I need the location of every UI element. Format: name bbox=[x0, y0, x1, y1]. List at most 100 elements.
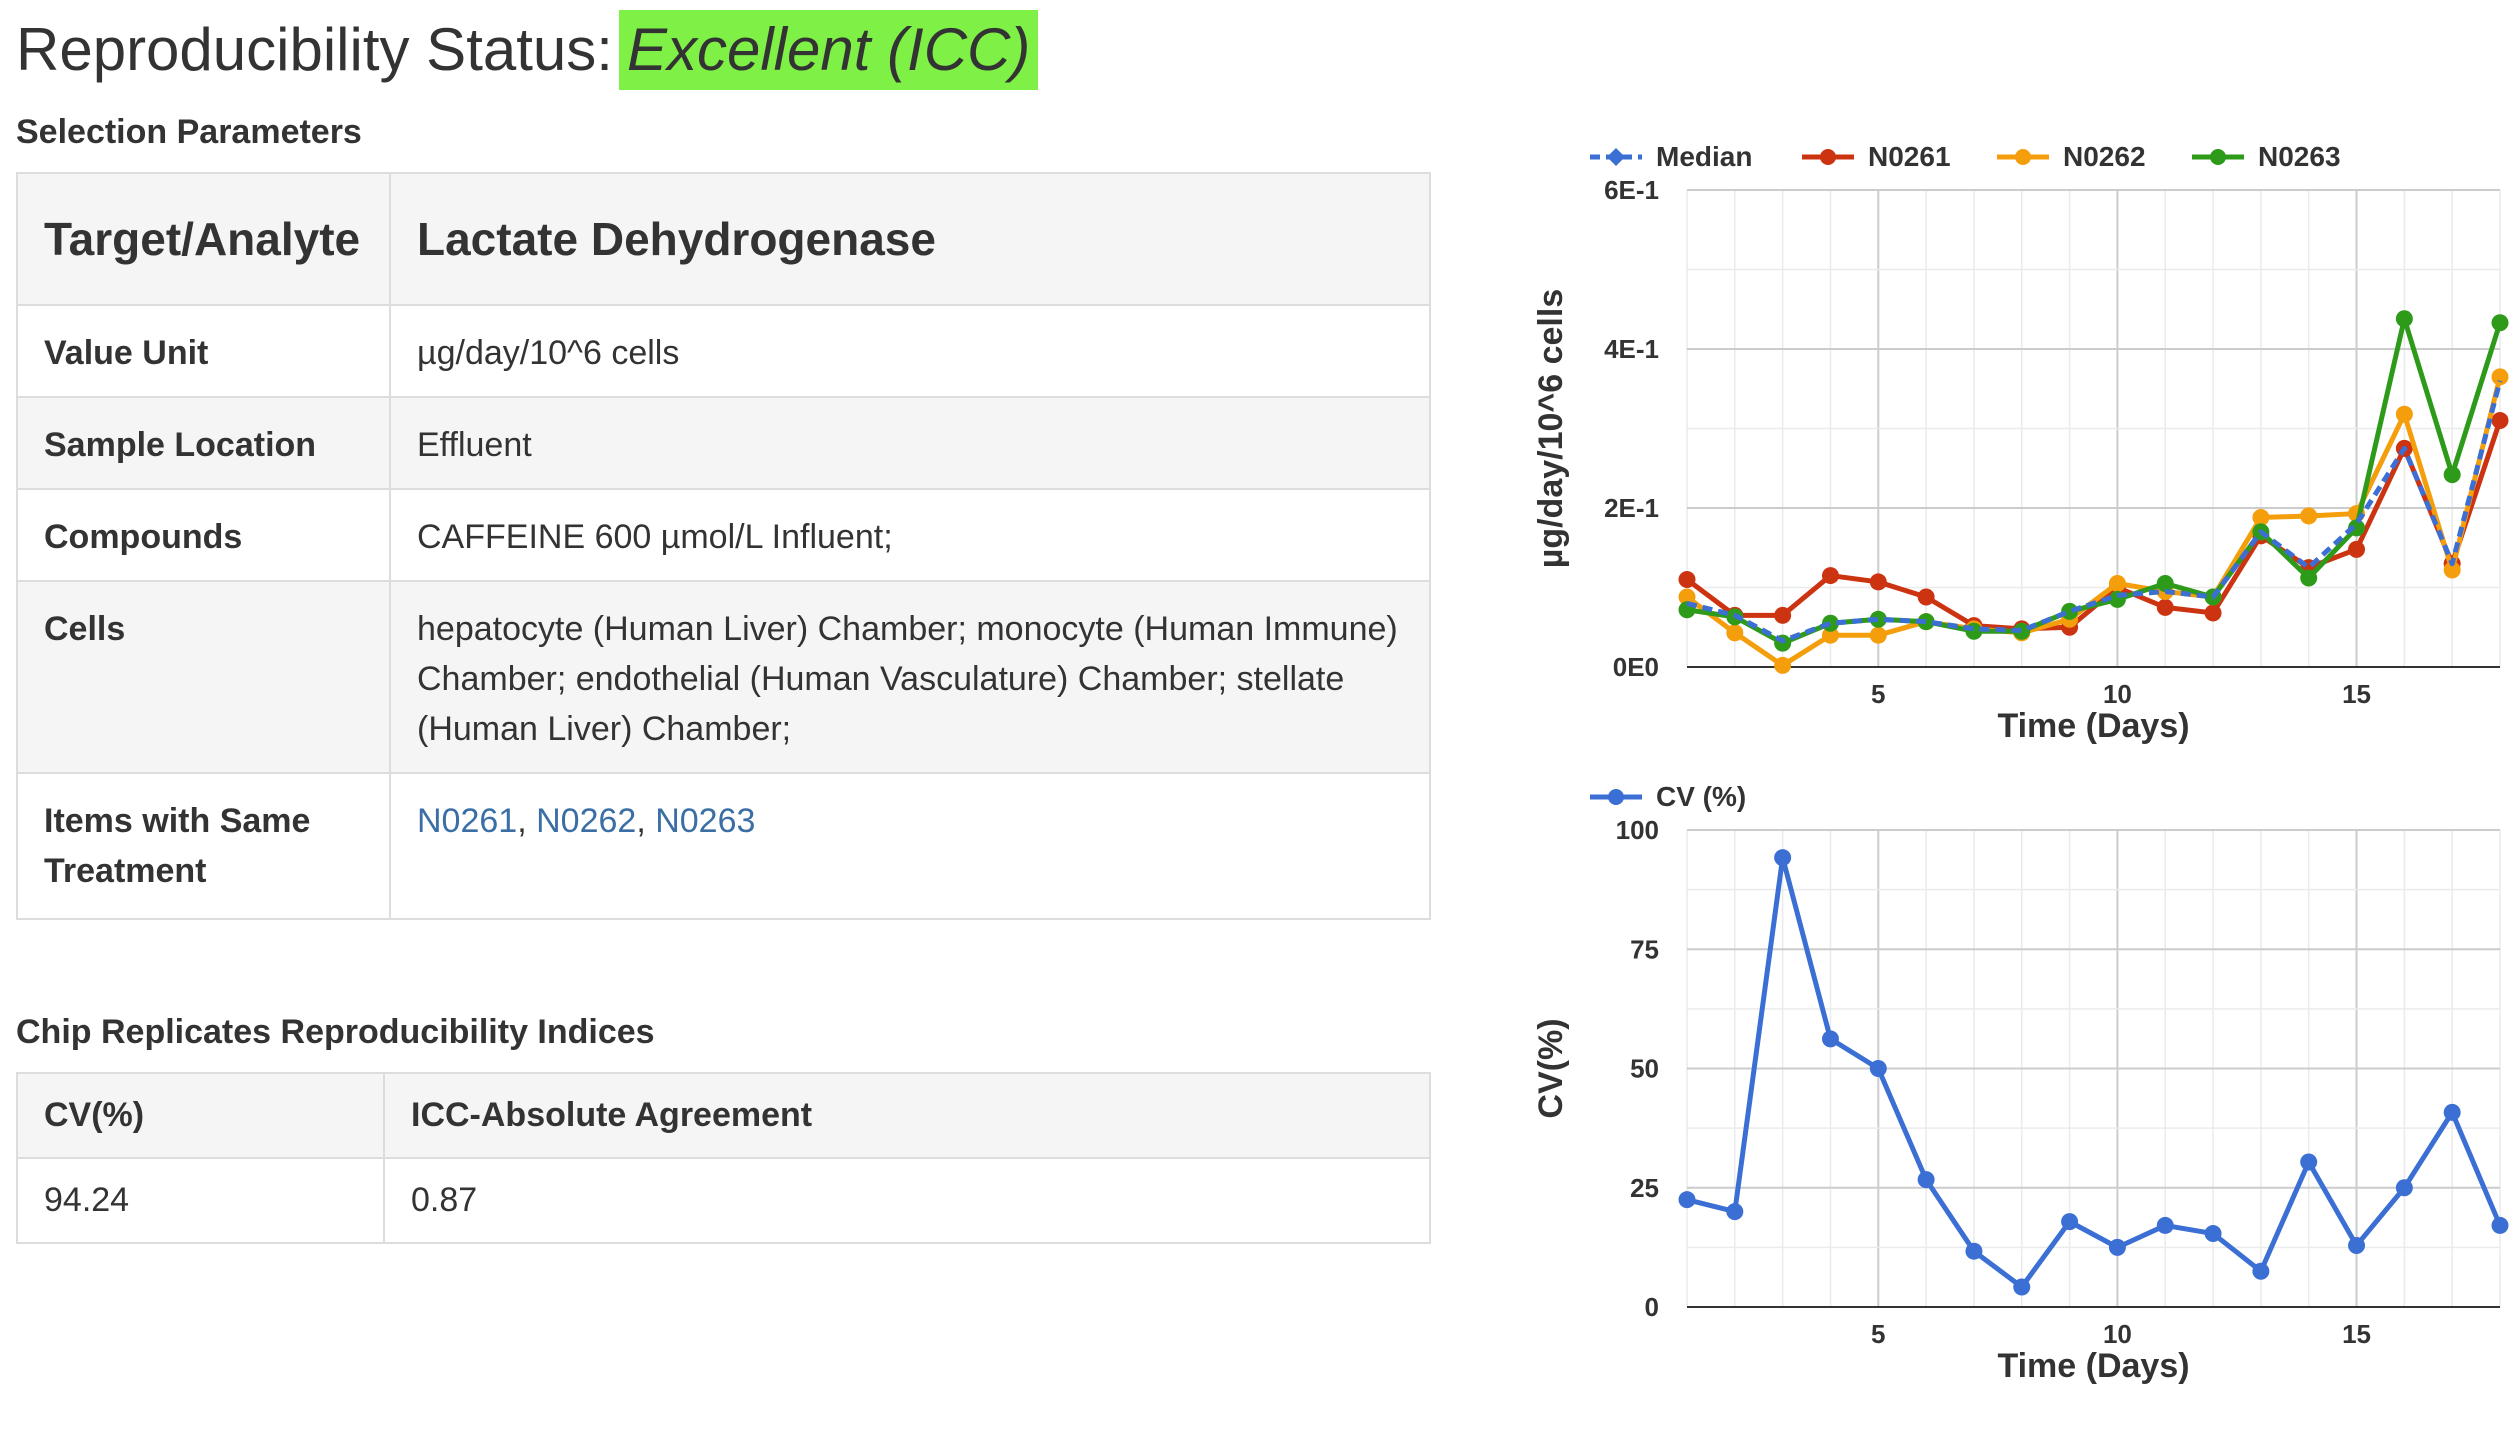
data-point bbox=[2491, 368, 2509, 386]
data-point bbox=[1869, 610, 1887, 628]
legend-marker bbox=[1607, 148, 1625, 166]
y-tick-label: 0 bbox=[1645, 1292, 1659, 1322]
status-badge: Excellent (ICC) bbox=[618, 10, 1039, 90]
status-label: Reproducibility Status: bbox=[16, 16, 613, 83]
selection-parameters-heading: Selection Parameters bbox=[16, 113, 362, 151]
measurement-chart: 0E0 2E-1 4E-1 6E-1 5 10 15 Time (Days) µg/day/10… bbox=[1532, 141, 2509, 745]
data-point bbox=[2156, 1216, 2174, 1234]
series-median bbox=[1686, 380, 2503, 644]
data-point bbox=[1917, 613, 1935, 631]
indices-heading: Chip Replicates Reproducibility Indices bbox=[16, 1013, 655, 1051]
target-analyte-label: Target/Analyte bbox=[16, 172, 391, 306]
x-tick-label: 5 bbox=[1871, 679, 1885, 709]
compounds-label: Compounds bbox=[16, 488, 391, 582]
data-point bbox=[1869, 626, 1887, 644]
data-point bbox=[1821, 626, 1839, 644]
value-unit-label: Value Unit bbox=[16, 304, 391, 398]
data-point bbox=[2300, 1153, 2318, 1171]
x-tick-label: 5 bbox=[1871, 1319, 1885, 1349]
data-point bbox=[2443, 1103, 2461, 1121]
selection-parameters-table: Target/Analyte Lactate Dehydrogenase Val… bbox=[16, 172, 1431, 920]
data-point bbox=[2443, 466, 2461, 484]
series-cv bbox=[1678, 849, 2509, 1296]
cv-header: CV(%) bbox=[16, 1072, 385, 1159]
cv-value: 94.24 bbox=[16, 1157, 385, 1244]
icc-value: 0.87 bbox=[383, 1157, 1431, 1244]
series-line-n0261 bbox=[1685, 419, 2503, 632]
data-point bbox=[2395, 310, 2413, 328]
data-point bbox=[2348, 540, 2366, 558]
legend-marker bbox=[2210, 149, 2226, 165]
y-axis-title: CV(%) bbox=[1532, 1018, 1570, 1118]
data-point bbox=[1678, 588, 1696, 606]
data-point bbox=[2491, 314, 2509, 332]
data-point bbox=[1726, 1203, 1744, 1221]
y-tick-label: 4E-1 bbox=[1604, 334, 1659, 364]
y-tick-label: 25 bbox=[1630, 1173, 1659, 1203]
data-point bbox=[2443, 561, 2461, 579]
icc-header: ICC-Absolute Agreement bbox=[383, 1072, 1431, 1159]
data-point bbox=[2013, 622, 2031, 640]
item-link-n0263[interactable]: N0263 bbox=[655, 802, 756, 840]
table-row: Compounds CAFFEINE 600 µmol/L Influent; bbox=[16, 488, 1431, 582]
legend-label: N0263 bbox=[2258, 141, 2341, 172]
x-axis-title: Time (Days) bbox=[1997, 707, 2189, 745]
data-point bbox=[2395, 405, 2413, 423]
data-point bbox=[1774, 849, 1792, 867]
legend-marker bbox=[2015, 149, 2031, 165]
legend-item-median: Median bbox=[1590, 141, 1752, 172]
indices-table: CV(%) ICC-Absolute Agreement 94.24 0.87 bbox=[16, 1072, 1431, 1244]
data-point bbox=[2300, 569, 2318, 587]
data-point bbox=[2348, 1236, 2366, 1254]
x-tick-label: 10 bbox=[2103, 1319, 2132, 1349]
data-point bbox=[1678, 1191, 1696, 1209]
data-point bbox=[1821, 567, 1839, 585]
data-point bbox=[1678, 571, 1696, 589]
table-header-row: CV(%) ICC-Absolute Agreement bbox=[16, 1072, 1431, 1159]
y-tick-label: 0E0 bbox=[1613, 652, 1659, 682]
table-row: Value Unit µg/day/10^6 cells bbox=[16, 304, 1431, 398]
y-tick-label: 6E-1 bbox=[1604, 175, 1659, 205]
data-point bbox=[2108, 1238, 2126, 1256]
data-point bbox=[1965, 1242, 1983, 1260]
compounds-value: CAFFEINE 600 µmol/L Influent; bbox=[389, 488, 1431, 582]
target-analyte-value: Lactate Dehydrogenase bbox=[389, 172, 1431, 306]
series-line-median bbox=[1686, 380, 2503, 644]
legend-item-cv: CV (%) bbox=[1590, 781, 1746, 812]
x-tick-label: 10 bbox=[2103, 679, 2132, 709]
reproducibility-status: Reproducibility Status: Excellent (ICC) bbox=[16, 6, 1039, 94]
data-point bbox=[1774, 656, 1792, 674]
legend-label: N0262 bbox=[2063, 141, 2146, 172]
data-point bbox=[2348, 519, 2366, 537]
data-point bbox=[1821, 1030, 1839, 1048]
data-point bbox=[2108, 575, 2126, 593]
data-point bbox=[2061, 1213, 2079, 1231]
table-row: Items with Same Treatment N0261, N0262, … bbox=[16, 772, 1431, 920]
sample-location-label: Sample Location bbox=[16, 396, 391, 490]
item-link-n0261[interactable]: N0261 bbox=[417, 802, 518, 840]
data-point bbox=[2491, 412, 2509, 430]
data-point bbox=[2156, 575, 2174, 593]
y-tick-label: 75 bbox=[1630, 934, 1659, 964]
sample-location-value: Effluent bbox=[389, 396, 1431, 490]
x-tick-label: 15 bbox=[2342, 679, 2371, 709]
y-tick-label: 50 bbox=[1630, 1054, 1659, 1084]
legend-item-n0261: N0261 bbox=[1802, 141, 1951, 172]
data-point bbox=[2395, 1179, 2413, 1197]
data-point bbox=[2013, 1278, 2031, 1296]
same-treatment-label: Items with Same Treatment bbox=[16, 772, 391, 920]
data-point bbox=[2252, 509, 2270, 527]
legend-label: N0261 bbox=[1868, 141, 1951, 172]
data-point bbox=[2204, 604, 2222, 622]
data-point bbox=[1726, 624, 1744, 642]
item-link-n0262[interactable]: N0262 bbox=[536, 802, 637, 840]
y-axis-title: µg/day/10^6 cells bbox=[1532, 289, 1570, 569]
y-tick-label: 100 bbox=[1616, 815, 1659, 845]
data-point bbox=[2300, 507, 2318, 525]
data-point bbox=[1869, 1060, 1887, 1077]
value-unit-value: µg/day/10^6 cells bbox=[389, 304, 1431, 398]
data-point bbox=[2252, 1262, 2270, 1280]
legend-marker bbox=[1820, 149, 1836, 165]
series-line-n0262 bbox=[1685, 376, 2503, 668]
data-point bbox=[2204, 1225, 2222, 1243]
